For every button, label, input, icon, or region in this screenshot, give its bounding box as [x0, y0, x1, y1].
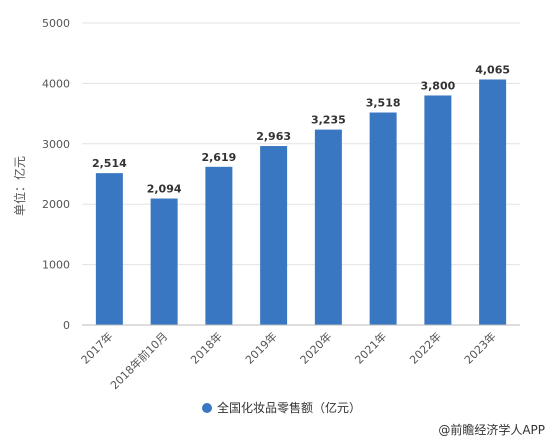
y-tick-label: 3000 — [42, 138, 70, 151]
y-tick-label: 2000 — [42, 198, 70, 211]
bar — [479, 79, 507, 325]
source-credit: @前瞻经济学人APP — [438, 422, 545, 437]
bars — [95, 79, 507, 325]
data-label: 3,235 — [311, 114, 346, 127]
x-tick-label: 2020年 — [297, 329, 334, 366]
y-tick-label: 0 — [63, 319, 70, 332]
data-label: 2,514 — [92, 157, 127, 170]
x-tick-label: 2023年 — [461, 329, 498, 366]
x-tick-label: 2018年前10月 — [107, 329, 170, 392]
data-label: 3,800 — [420, 79, 455, 92]
y-tick-label: 5000 — [42, 17, 70, 30]
bar — [150, 198, 178, 325]
bar — [369, 112, 397, 325]
legend-label: 全国化妆品零售额（亿元） — [217, 400, 361, 415]
bar — [314, 129, 342, 325]
y-tick-label: 4000 — [42, 77, 70, 90]
x-tick-label: 2021年 — [352, 329, 389, 366]
data-label: 3,518 — [366, 97, 401, 110]
data-label: 2,963 — [256, 130, 291, 143]
bar — [260, 146, 288, 325]
bar — [95, 173, 123, 325]
data-labels: 2,514 2,094 2,619 2,963 3,235 3,518 3,800 4,065 — [92, 63, 510, 195]
grid-lines — [82, 22, 520, 266]
data-label: 4,065 — [475, 63, 510, 76]
bar — [205, 166, 233, 325]
legend-marker — [202, 403, 212, 413]
y-axis-ticks: 0 1000 2000 3000 4000 5000 — [42, 17, 70, 332]
bar — [424, 95, 452, 325]
x-tick-label: 2022年 — [407, 329, 444, 366]
y-axis-label: 单位：亿元 — [12, 156, 27, 216]
data-label: 2,094 — [147, 183, 182, 196]
y-tick-label: 1000 — [42, 259, 70, 272]
legend: 全国化妆品零售额（亿元） — [202, 400, 361, 415]
x-tick-label: 2018年 — [188, 329, 225, 366]
x-tick-label: 2019年 — [242, 329, 279, 366]
x-tick-label: 2017年 — [78, 329, 115, 366]
data-label: 2,619 — [201, 151, 236, 164]
